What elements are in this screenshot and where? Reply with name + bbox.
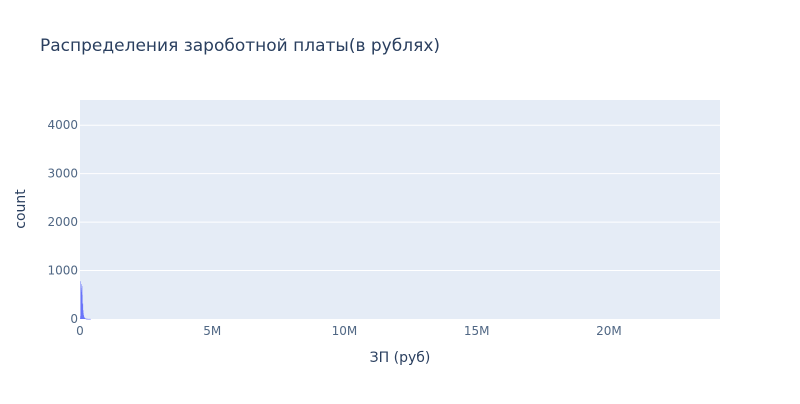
x-axis-ticks: 0 5M 10M 15M 20M <box>76 324 622 338</box>
y-axis-title: count <box>13 189 29 229</box>
x-tick-label: 15M <box>464 324 490 338</box>
y-tick-label: 1000 <box>47 264 78 278</box>
plot-area <box>80 100 720 319</box>
chart-title: Распределения зароботной платы(в рублях) <box>40 36 440 56</box>
y-tick-label: 3000 <box>47 167 78 181</box>
x-axis-title: ЗП (руб) <box>370 350 431 366</box>
x-tick-label: 0 <box>76 324 84 338</box>
x-tick-label: 20M <box>596 324 622 338</box>
y-tick-label: 2000 <box>47 215 78 229</box>
x-tick-label: 5M <box>203 324 221 338</box>
x-tick-label: 10M <box>332 324 358 338</box>
y-tick-label: 4000 <box>47 118 78 132</box>
